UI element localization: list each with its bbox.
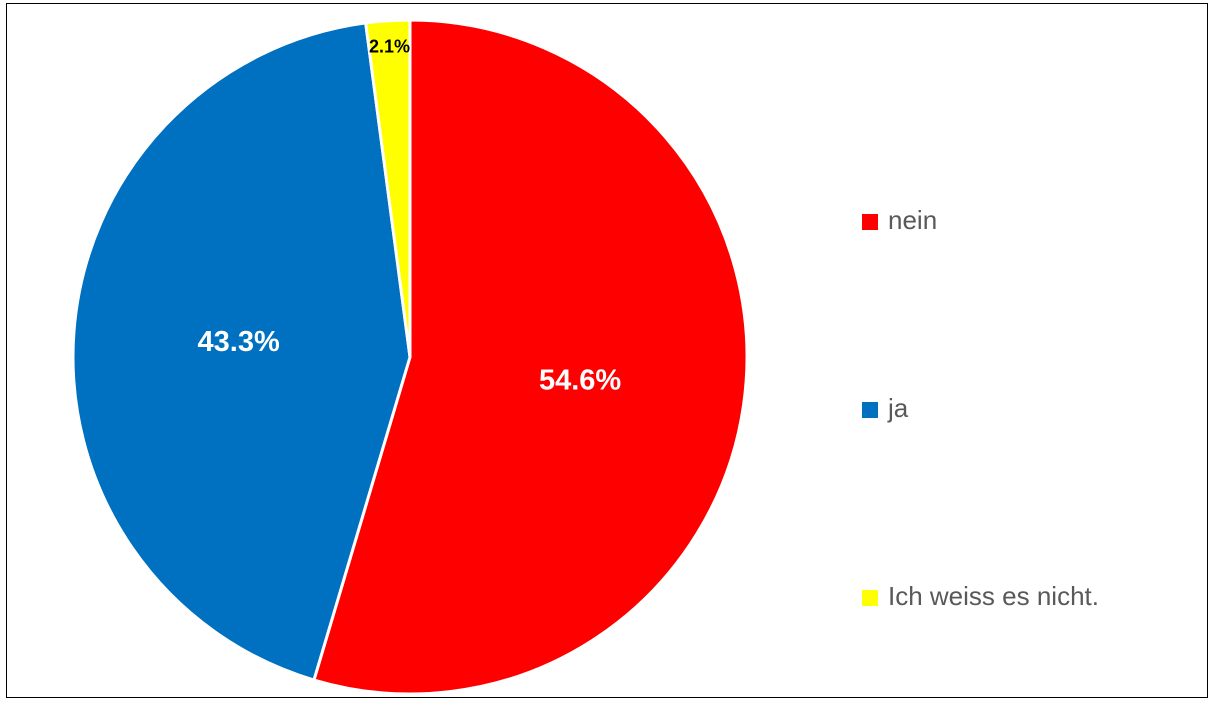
- pie-slice: [364, 18, 412, 359]
- legend-swatch: [862, 402, 878, 418]
- pie-slice: [312, 18, 749, 696]
- legend-swatch: [862, 590, 878, 606]
- legend-label: Ich weiss es nicht.: [888, 581, 1099, 611]
- pie-slice: [71, 21, 412, 682]
- legend-swatch: [862, 214, 878, 230]
- legend-label: ja: [887, 393, 909, 423]
- data-label: 43.3%: [198, 326, 280, 358]
- data-label: 2.1%: [369, 36, 410, 56]
- legend-label: nein: [888, 205, 937, 235]
- data-label: 54.6%: [539, 364, 621, 396]
